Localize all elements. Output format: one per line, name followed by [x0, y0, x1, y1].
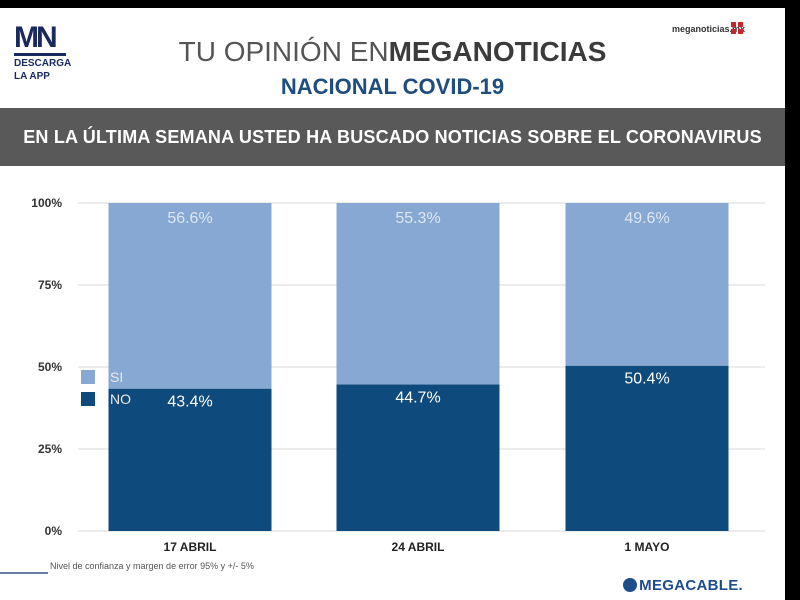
- page-subtitle: NACIONAL COVID-19: [280, 74, 505, 99]
- bar-no: [336, 384, 500, 531]
- bar-si: [108, 203, 272, 389]
- legend-label-no: NO: [110, 391, 131, 407]
- logo-mark: MN: [14, 21, 58, 54]
- title-light: TU OPINIÓN EN: [178, 36, 389, 67]
- bar-si: [336, 203, 500, 385]
- megacable-icon: [623, 578, 638, 592]
- footer-bar: [0, 574, 785, 600]
- megacable-logo: MEGACABLE.: [623, 577, 743, 594]
- logo-download-line-1: DESCARGA: [14, 58, 72, 69]
- x-tick-label: 17 ABRIL: [164, 540, 217, 554]
- legend-swatch-si: [81, 370, 95, 384]
- stacked-bar-chart: 0% 25% 50% 75% 100% 56.6% 43.4% 17 ABRIL 55.3% 44…: [31, 196, 765, 554]
- y-tick-label: 0%: [45, 524, 63, 538]
- x-tick-label: 24 ABRIL: [392, 540, 445, 554]
- footnote-line: [0, 572, 48, 574]
- bar-no: [108, 388, 272, 531]
- mn-logo[interactable]: MN DESCARGA LA APP: [14, 21, 74, 82]
- data-label-no: 43.4%: [167, 394, 212, 411]
- megacable-text: MEGACABLE.: [639, 577, 743, 594]
- footnote: Nivel de confianza y margen de error 95%…: [50, 561, 254, 571]
- data-label-si: 56.6%: [167, 210, 212, 227]
- page-title: TU OPINIÓN ENMEGANOTICIAS: [0, 36, 785, 68]
- y-tick-label: 100%: [31, 196, 62, 210]
- data-label-si: 55.3%: [395, 210, 440, 227]
- data-label-si: 49.6%: [624, 210, 669, 227]
- bar-si: [565, 203, 729, 366]
- legend-label-si: SI: [110, 369, 123, 385]
- question-banner: EN LA ÚLTIMA SEMANA USTED HA BUSCADO NOT…: [0, 108, 785, 166]
- x-tick-label: 1 MAYO: [625, 540, 670, 554]
- y-tick-label: 25%: [38, 442, 62, 456]
- slide: MN DESCARGA LA APP TU OPINIÓN ENMEGANOTI…: [0, 8, 785, 600]
- data-label-no: 50.4%: [624, 371, 669, 388]
- bar-no: [565, 365, 729, 531]
- legend-swatch-no: [81, 392, 95, 406]
- site-url[interactable]: meganoticias.mx: [671, 24, 745, 34]
- logo-underline: [14, 53, 66, 56]
- chart-area: 0% 25% 50% 75% 100% 56.6% 43.4% 17 ABRIL 55.3% 44…: [0, 166, 785, 576]
- logo-download-line-2: LA APP: [14, 71, 50, 82]
- grid-icon: [731, 22, 743, 34]
- data-label-no: 44.7%: [395, 389, 440, 406]
- y-tick-label: 75%: [38, 278, 62, 292]
- title-brand: MEGANOTICIAS: [388, 36, 607, 67]
- y-tick-label: 50%: [38, 360, 62, 374]
